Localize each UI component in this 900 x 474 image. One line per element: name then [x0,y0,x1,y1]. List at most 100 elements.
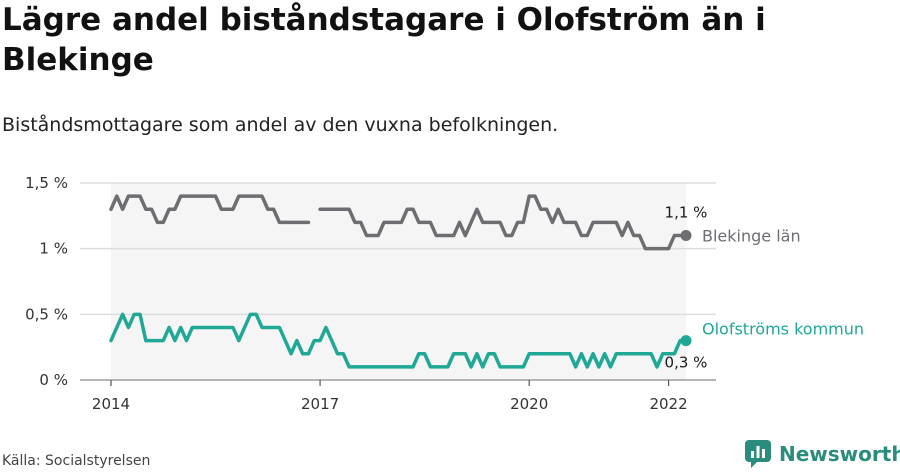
blekinge-data-point [475,207,479,211]
blekinge-data-point [278,221,282,225]
blekinge-data-point [214,194,218,198]
blekinge-data-point [254,194,258,198]
olofstrom-data-point [452,352,456,356]
blekinge-data-point [638,234,642,238]
x-tick-label: 2022 [649,395,687,413]
olofstrom-series-label: Olofströms kommun [702,320,864,339]
blekinge-data-point [644,247,648,251]
olofstrom-data-point [109,339,113,343]
olofstrom-data-point [481,365,485,369]
olofstrom-data-point [626,352,630,356]
blekinge-data-point [353,221,357,225]
blekinge-data-point [150,207,154,211]
olofstrom-data-point [342,352,346,356]
olofstrom-end-value-label: 0,3 % [665,354,708,372]
olofstrom-data-point [289,352,293,356]
olofstrom-data-point [167,326,171,330]
olofstrom-data-point [347,365,351,369]
olofstrom-data-point [161,339,165,343]
olofstrom-data-point [336,352,340,356]
blekinge-data-point [371,234,375,238]
blekinge-data-point [109,207,113,211]
blekinge-data-point [434,234,438,238]
olofstrom-data-point [556,352,560,356]
olofstrom-data-point [568,352,572,356]
olofstrom-data-point [318,339,322,343]
blekinge-data-point [458,221,462,225]
blekinge-data-point [487,221,491,225]
olofstrom-data-point [115,326,119,330]
blekinge-data-point [655,247,659,251]
source-note: Källa: Socialstyrelsen [2,453,151,469]
blekinge-data-point [382,221,386,225]
olofstrom-data-point [574,365,578,369]
blekinge-data-point [522,221,526,225]
blekinge-data-point [260,194,264,198]
blekinge-data-point [481,221,485,225]
brand-name: Newsworthy [779,442,900,466]
blekinge-data-point [225,207,229,211]
blekinge-data-point [463,234,467,238]
olofstrom-data-point [307,352,311,356]
olofstrom-data-point [272,326,276,330]
blekinge-data-point [283,221,287,225]
blekinge-data-point [127,194,131,198]
blekinge-data-point [400,221,404,225]
olofstrom-data-point [359,365,363,369]
olofstrom-data-point [278,326,282,330]
blekinge-data-point [411,207,415,211]
olofstrom-data-point [638,352,642,356]
blekinge-data-point [144,207,148,211]
y-tick-label: 1,5 % [25,174,68,192]
olofstrom-data-point [127,326,131,330]
olofstrom-data-point [609,365,613,369]
y-tick-label: 0 % [39,371,68,389]
olofstrom-data-point [597,365,601,369]
blekinge-series-label: Blekinge län [702,227,801,246]
olofstrom-data-point [371,365,375,369]
olofstrom-data-point [434,365,438,369]
blekinge-data-point [533,194,537,198]
olofstrom-data-point [400,365,404,369]
blekinge-data-point [551,221,555,225]
olofstrom-data-point [585,365,589,369]
olofstrom-data-point [405,365,409,369]
blekinge-data-point [376,234,380,238]
olofstrom-data-point [191,326,195,330]
blekinge-data-point [330,207,334,211]
olofstrom-data-point [388,365,392,369]
blekinge-data-point [615,221,619,225]
olofstrom-data-point [121,313,125,317]
olofstrom-data-point [516,365,520,369]
blekinge-data-point [388,221,392,225]
blekinge-data-point [231,207,235,211]
blekinge-data-point [307,221,311,225]
blekinge-data-point [202,194,206,198]
blekinge-data-point [440,234,444,238]
x-tick-label: 2014 [92,395,130,413]
blekinge-data-point [673,234,677,238]
olofstrom-data-point [295,339,299,343]
blekinge-data-point [272,207,276,211]
olofstrom-data-point [493,352,497,356]
blekinge-data-point [237,194,241,198]
blekinge-data-point [591,221,595,225]
olofstrom-data-point [522,365,526,369]
olofstrom-data-point [156,339,160,343]
olofstrom-data-point [498,365,502,369]
blekinge-data-point [649,247,653,251]
blekinge-data-point [295,221,299,225]
chart-title: Lägre andel biståndstagare i Olofström ä… [2,2,766,78]
olofstrom-data-point [655,365,659,369]
olofstrom-data-point [196,326,200,330]
blekinge-data-point [301,221,305,225]
blekinge-data-point [661,247,665,251]
olofstrom-data-point [533,352,537,356]
olofstrom-data-point [644,352,648,356]
blekinge-end-marker [680,230,692,242]
olofstrom-data-point [551,352,555,356]
blekinge-data-point [156,221,160,225]
olofstrom-data-point [283,339,287,343]
blekinge-data-point [585,234,589,238]
blekinge-data-point [423,221,427,225]
